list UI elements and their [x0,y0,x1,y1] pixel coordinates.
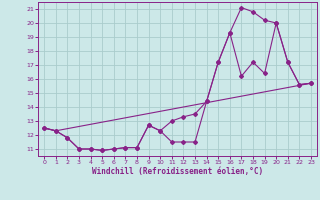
X-axis label: Windchill (Refroidissement éolien,°C): Windchill (Refroidissement éolien,°C) [92,167,263,176]
